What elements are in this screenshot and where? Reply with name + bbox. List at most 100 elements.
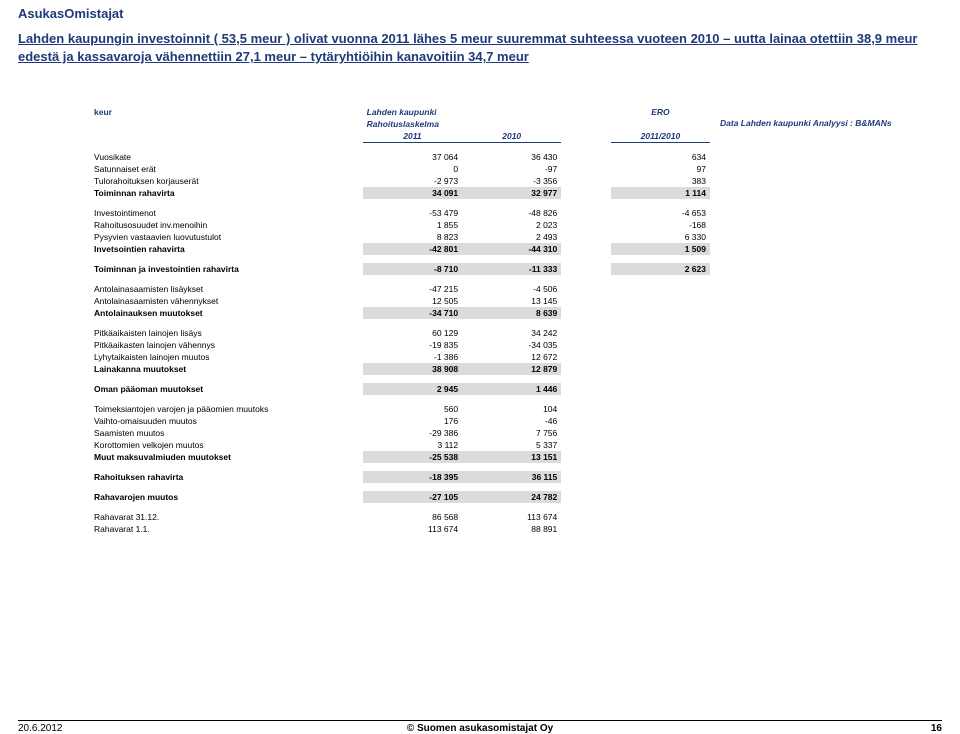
cell-2011: 86 568 <box>363 511 462 523</box>
row-label: Muut maksuvalmiuden muutokset <box>90 451 363 463</box>
cell-ero <box>611 439 710 451</box>
cell-ero <box>611 415 710 427</box>
cell-2010: -46 <box>462 415 561 427</box>
cell-2010: -34 035 <box>462 339 561 351</box>
cell-2010: 24 782 <box>462 491 561 503</box>
cell-ero <box>611 427 710 439</box>
row-label: Antolainasaamisten vähennykset <box>90 295 363 307</box>
row-label: Tulorahoituksen korjauserät <box>90 175 363 187</box>
row-label: Rahoituksen rahavirta <box>90 471 363 483</box>
cell-2010: 88 891 <box>462 523 561 535</box>
cell-2011: 176 <box>363 415 462 427</box>
cell-ero: 1 114 <box>611 187 710 199</box>
footer: 20.6.2012 © Suomen asukasomistajat Oy 16 <box>18 720 942 734</box>
cell-2011: 37 064 <box>363 151 462 163</box>
cell-ero: 6 330 <box>611 231 710 243</box>
cell-ero <box>611 295 710 307</box>
cell-2010: 5 337 <box>462 439 561 451</box>
cell-2011: -8 710 <box>363 263 462 275</box>
row-label: Lainakanna muutokset <box>90 363 363 375</box>
cell-2011: 60 129 <box>363 327 462 339</box>
row-label: Pysyvien vastaavien luovutustulot <box>90 231 363 243</box>
cell-ero: 1 509 <box>611 243 710 255</box>
row-label: Rahavarat 1.1. <box>90 523 363 535</box>
cell-2010: -3 356 <box>462 175 561 187</box>
row-label: Toimeksiantojen varojen ja pääomien muut… <box>90 403 363 415</box>
cell-2010: 13 145 <box>462 295 561 307</box>
cell-ero <box>611 491 710 503</box>
cell-2011: 3 112 <box>363 439 462 451</box>
cell-ero <box>611 363 710 375</box>
cell-ero <box>611 471 710 483</box>
row-label: Rahavarat 31.12. <box>90 511 363 523</box>
cell-2011: -25 538 <box>363 451 462 463</box>
cell-2010: 8 639 <box>462 307 561 319</box>
cell-2010: 7 756 <box>462 427 561 439</box>
cell-2011: -34 710 <box>363 307 462 319</box>
cell-ero <box>611 403 710 415</box>
logo: AsukasOmistajat <box>18 6 124 21</box>
cell-ero: -4 653 <box>611 207 710 219</box>
cell-2010: 12 672 <box>462 351 561 363</box>
cell-2010: -97 <box>462 163 561 175</box>
cell-2010: 36 430 <box>462 151 561 163</box>
cell-ero <box>611 327 710 339</box>
footer-date: 20.6.2012 <box>18 723 63 734</box>
col-2010: 2010 <box>462 130 561 143</box>
cell-2011: 560 <box>363 403 462 415</box>
cell-2010: 113 674 <box>462 511 561 523</box>
row-label: Antolainasaamisten lisäykset <box>90 283 363 295</box>
row-label: Pitkäaikasten lainojen vähennys <box>90 339 363 351</box>
cell-2010: -44 310 <box>462 243 561 255</box>
cell-2011: -53 479 <box>363 207 462 219</box>
row-label: Toiminnan ja investointien rahavirta <box>90 263 363 275</box>
cell-2011: -29 386 <box>363 427 462 439</box>
row-label: Invetsointien rahavirta <box>90 243 363 255</box>
cell-ero <box>611 351 710 363</box>
cell-2010: -48 826 <box>462 207 561 219</box>
cell-2011: -42 801 <box>363 243 462 255</box>
cell-2011: 12 505 <box>363 295 462 307</box>
cell-2010: 2 023 <box>462 219 561 231</box>
cell-2011: 1 855 <box>363 219 462 231</box>
cell-2011: 38 908 <box>363 363 462 375</box>
cell-2011: 34 091 <box>363 187 462 199</box>
cell-2010: -4 506 <box>462 283 561 295</box>
cell-2011: -18 395 <box>363 471 462 483</box>
footer-page: 16 <box>931 723 942 734</box>
cell-2011: 8 823 <box>363 231 462 243</box>
logo-part1: Asukas <box>18 6 64 21</box>
row-label: Toiminnan rahavirta <box>90 187 363 199</box>
cell-2011: -47 215 <box>363 283 462 295</box>
cell-2010: 13 151 <box>462 451 561 463</box>
logo-part2: Omistajat <box>64 6 123 21</box>
ero-header-bot: 2011/2010 <box>611 130 710 143</box>
page-title: Lahden kaupungin investoinnit ( 53,5 meu… <box>18 30 942 66</box>
cell-2010: 36 115 <box>462 471 561 483</box>
row-label: Rahavarojen muutos <box>90 491 363 503</box>
cell-ero <box>611 339 710 351</box>
cell-ero <box>611 383 710 395</box>
footer-copyright: © Suomen asukasomistajat Oy <box>407 723 553 734</box>
cell-2010: 12 879 <box>462 363 561 375</box>
row-label: Satunnaiset erät <box>90 163 363 175</box>
row-label: Pitkäaikaisten lainojen lisäys <box>90 327 363 339</box>
cell-2010: 1 446 <box>462 383 561 395</box>
cell-2010: -11 333 <box>462 263 561 275</box>
row-label: Saamisten muutos <box>90 427 363 439</box>
unit-label: keur <box>90 106 363 118</box>
cell-2011: -1 386 <box>363 351 462 363</box>
cell-ero <box>611 511 710 523</box>
cell-ero: 634 <box>611 151 710 163</box>
cell-2011: 2 945 <box>363 383 462 395</box>
row-label: Vaihto-omaisuuden muutos <box>90 415 363 427</box>
cell-2011: -2 973 <box>363 175 462 187</box>
cell-ero: 2 623 <box>611 263 710 275</box>
cell-2010: 32 977 <box>462 187 561 199</box>
row-label: Oman pääoman muutokset <box>90 383 363 395</box>
cell-ero: 383 <box>611 175 710 187</box>
cell-ero <box>611 283 710 295</box>
cell-ero: -168 <box>611 219 710 231</box>
cell-2010: 34 242 <box>462 327 561 339</box>
cell-2011: 113 674 <box>363 523 462 535</box>
